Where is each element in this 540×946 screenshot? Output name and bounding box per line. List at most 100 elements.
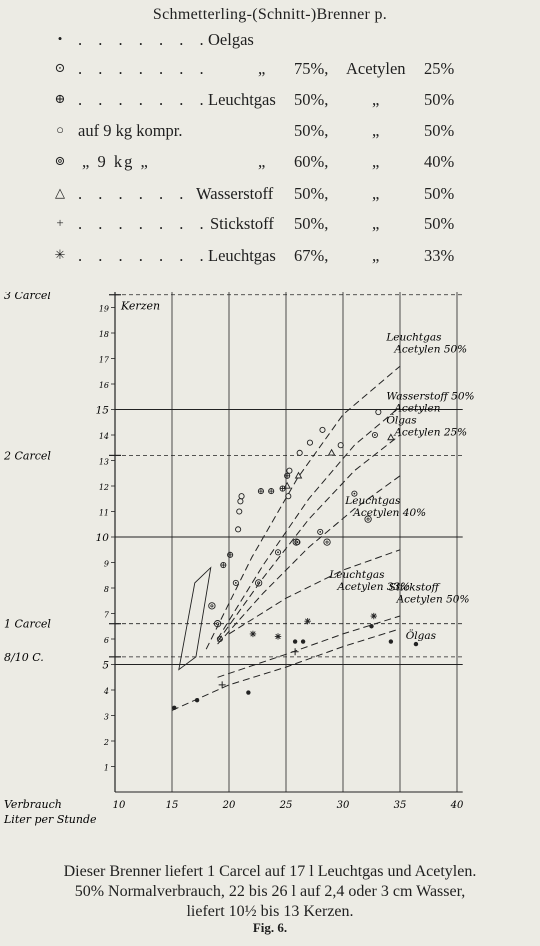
y-tick-label: 1 [104, 764, 109, 773]
data-point-inner [216, 622, 220, 626]
data-point-center [277, 551, 279, 554]
legend-percent-1: 50%, [294, 184, 329, 203]
figure-label: Fig. 6. [252, 920, 288, 935]
data-point-cross [227, 552, 233, 558]
legend-symbol: ○ [56, 122, 64, 137]
y-tick-label: 15 [96, 405, 110, 417]
y-tick-label: 9 [104, 560, 109, 569]
legend-row: ⊙ . . . . . . . „ 75%, Acetylen 25% [0, 59, 540, 83]
data-point [274, 633, 282, 640]
legend-percent-1: 50%, [294, 214, 329, 233]
y-axis-label: Kerzen [120, 300, 160, 313]
y-tick-label: 12 [99, 483, 109, 492]
caption-line-1: Dieser Brenner liefert 1 Carcel auf 17 l… [63, 863, 477, 880]
caption-line-3: liefert 10½ bis 13 Kerzen. [186, 903, 354, 920]
legend-dots: . . . . . . . [78, 246, 210, 265]
data-point [283, 481, 291, 489]
y-tick-label: 5 [102, 660, 109, 672]
curve-label: Leuchtgas [385, 332, 442, 344]
curve--lgas [171, 628, 401, 711]
legend-dots: „ 9 kg „ [82, 152, 150, 171]
y-tick-label: 18 [99, 330, 109, 339]
data-point [236, 508, 243, 515]
data-point-center [374, 434, 376, 436]
legend-dots: . . . . . . . [78, 30, 210, 49]
legend-percent-1: 50%, [294, 90, 329, 109]
data-point [292, 538, 300, 546]
x-tick-label: 40 [450, 800, 464, 811]
legend-label: auf 9 kg kompr. [78, 121, 183, 140]
legend-symbol: △ [55, 185, 65, 200]
legend-label: Leuchtgas [208, 246, 276, 265]
legend-secondary-gas: Acetylen [346, 59, 406, 78]
curve-label: Acetylen 50% [396, 594, 470, 606]
legend-row: △ . . . . . . . Wasserstoff 50%, „ 50% [0, 184, 540, 208]
legend-ditto: „ [372, 152, 380, 171]
data-point [375, 409, 382, 416]
data-point-cross [258, 488, 264, 494]
data-point [388, 639, 394, 644]
legend-dots: . . . . . . . [78, 184, 210, 203]
legend-dots: . . . . . . . [78, 90, 210, 109]
data-point [317, 528, 324, 535]
data-point [319, 426, 326, 433]
legend-label: Leuchtgas [208, 90, 276, 109]
data-point [387, 433, 395, 441]
curve-label: Ölgas [386, 412, 417, 426]
y-tick-label: 16 [99, 381, 109, 390]
legend-dots: . . . . . . . [78, 214, 210, 233]
y-tick-label: 14 [99, 432, 109, 441]
data-point-cross [284, 473, 290, 479]
legend-row: ⊚ „ 9 kg „ „ 60%, „ 40% [0, 152, 540, 176]
legend-label: Wasserstoff [196, 184, 274, 203]
legend-label: Stickstoff [210, 214, 274, 233]
data-point [285, 493, 292, 500]
data-point [232, 579, 239, 586]
data-point-inner [294, 540, 298, 544]
x-tick-label: 35 [394, 800, 407, 811]
data-point [274, 549, 282, 556]
legend-ditto: „ [258, 152, 266, 171]
data-point [216, 635, 223, 643]
reference-label: 2 Carcel [3, 449, 51, 462]
legend-percent-1: 60%, [294, 152, 329, 171]
curve-wasserstoff-50-acetylen [217, 406, 401, 640]
x-tick-label: 10 [113, 800, 126, 811]
curve-stickstoff-acetylen-50- [217, 615, 401, 678]
legend-symbol: ⊕ [54, 91, 66, 106]
data-point-center [218, 638, 221, 640]
legend-ditto: „ [372, 214, 380, 233]
data-point [370, 612, 377, 620]
y-tick-label: 3 [104, 713, 109, 722]
legend-ditto: „ [372, 90, 380, 109]
legend-ditto: „ [258, 59, 266, 78]
figure-heading: Schmetterling-(Schnitt-)Brenner p. [152, 6, 388, 23]
data-point-center [319, 531, 322, 533]
legend-row: ⊕ . . . . . . . Leuchtgas 50%, „ 50% [0, 90, 540, 114]
legend-dots: . . . . . . . [78, 59, 210, 78]
legend-symbol: ✳ [54, 247, 66, 262]
y-tick-label: 11 [99, 509, 109, 518]
y-tick-label: 6 [104, 636, 109, 645]
data-point [238, 493, 245, 500]
reference-label: 8/10 C. [4, 651, 44, 664]
reference-label: 3 Carcel [4, 292, 51, 302]
y-tick-label: 13 [99, 458, 109, 467]
data-point [213, 620, 222, 628]
curve-label: Acetylen 33% [336, 581, 410, 593]
data-point [304, 617, 311, 625]
data-point [218, 681, 226, 689]
curve-label: Leuchtgas [328, 569, 385, 581]
x-tick-label: 15 [166, 800, 179, 811]
curve-label: Ölgas [406, 628, 437, 642]
curve-label: Acetylen 25% [393, 426, 467, 438]
x-tick-label: 30 [337, 800, 350, 811]
data-point [208, 602, 216, 610]
curve-label: Stickstoff [389, 582, 441, 594]
legend-ditto: „ [372, 184, 380, 203]
data-point [294, 471, 303, 479]
caption-line-2: 50% Normalverbrauch, 22 bis 26 l auf 2,4… [74, 883, 466, 900]
x-axis-label: Verbrauch [4, 798, 62, 811]
data-point [306, 439, 313, 446]
